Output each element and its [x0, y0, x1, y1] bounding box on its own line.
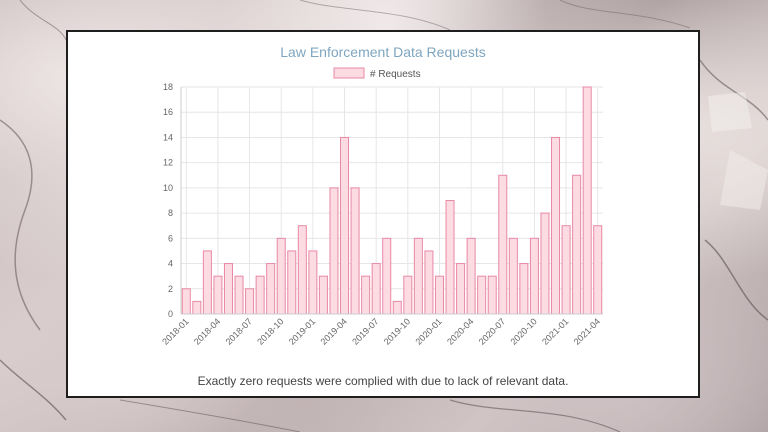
bar: [561, 225, 571, 315]
bar: [572, 174, 582, 315]
x-tick-label: 2019-10: [382, 316, 412, 346]
bar: [350, 187, 360, 315]
x-tick-label: 2019-07: [350, 316, 380, 346]
y-tick-label: 0: [168, 309, 173, 319]
bar: [255, 275, 265, 315]
y-tick-label: 18: [163, 82, 173, 92]
bar: [403, 275, 413, 315]
legend: # Requests: [333, 67, 421, 80]
x-tick-label: 2018-04: [192, 316, 222, 346]
bar: [456, 263, 466, 315]
bar: [487, 275, 497, 315]
legend-label: # Requests: [370, 69, 421, 80]
x-tick-label: 2021-01: [540, 316, 570, 346]
bar: [329, 187, 339, 315]
bar: [318, 275, 328, 315]
bar: [340, 136, 350, 315]
x-tick-label: 2018-10: [255, 316, 285, 346]
y-tick-label: 12: [163, 158, 173, 168]
bar: [529, 237, 539, 315]
bar: [276, 237, 286, 315]
bar: [582, 86, 592, 315]
bar: [382, 237, 392, 315]
bar: [424, 250, 434, 315]
bar: [181, 288, 191, 315]
bar: [234, 275, 244, 315]
x-tick-label: 2020-07: [477, 316, 507, 346]
x-tick-label: 2018-07: [224, 316, 254, 346]
bar: [477, 275, 487, 315]
bar: [392, 300, 402, 315]
bar: [593, 225, 603, 315]
chart-card: 0 2 4 6 8 10 12 14 16 18 2018-01 2018-04 2018-07 2018…: [66, 30, 700, 398]
x-tick-label: 2018-01: [160, 316, 190, 346]
y-tick-label: 2: [168, 284, 173, 294]
y-tick-label: 8: [168, 208, 173, 218]
chart-title: Law Enforcement Data Requests: [280, 44, 485, 60]
x-tick-label: 2019-01: [287, 316, 317, 346]
bar: [245, 288, 255, 315]
chart-caption: Exactly zero requests were complied with…: [197, 374, 569, 388]
bar: [540, 212, 550, 315]
bar: [519, 263, 529, 315]
x-tick-label: 2020-01: [413, 316, 443, 346]
y-tick-label: 4: [168, 259, 173, 269]
bar: [551, 136, 561, 315]
bar: [266, 263, 276, 315]
bar: [498, 174, 508, 315]
bar: [287, 250, 297, 315]
bar: [445, 200, 455, 315]
x-tick-label: 2020-04: [445, 316, 475, 346]
y-tick-label: 16: [163, 107, 173, 117]
bar: [413, 237, 423, 315]
bar: [192, 300, 202, 315]
bar: [308, 250, 318, 315]
y-tick-label: 10: [163, 183, 173, 193]
y-tick-label: 14: [163, 132, 173, 142]
bar: [371, 263, 381, 315]
bar: [213, 275, 223, 315]
bar: [466, 237, 476, 315]
bars: [181, 86, 603, 315]
gridlines: [181, 86, 603, 315]
legend-swatch: [333, 67, 365, 79]
bar: [361, 275, 371, 315]
bar: [297, 225, 307, 315]
x-tick-label: 2021-04: [572, 316, 602, 346]
x-tick-label: 2019-04: [319, 316, 349, 346]
bar: [434, 275, 444, 315]
bar: [223, 263, 233, 315]
y-tick-label: 6: [168, 233, 173, 243]
bar: [508, 237, 518, 315]
bar-chart: 0 2 4 6 8 10 12 14 16 18 2018-01 2018-04 2018-07 2018…: [160, 44, 603, 347]
x-tick-label: 2020-10: [508, 316, 538, 346]
bar: [202, 250, 212, 315]
